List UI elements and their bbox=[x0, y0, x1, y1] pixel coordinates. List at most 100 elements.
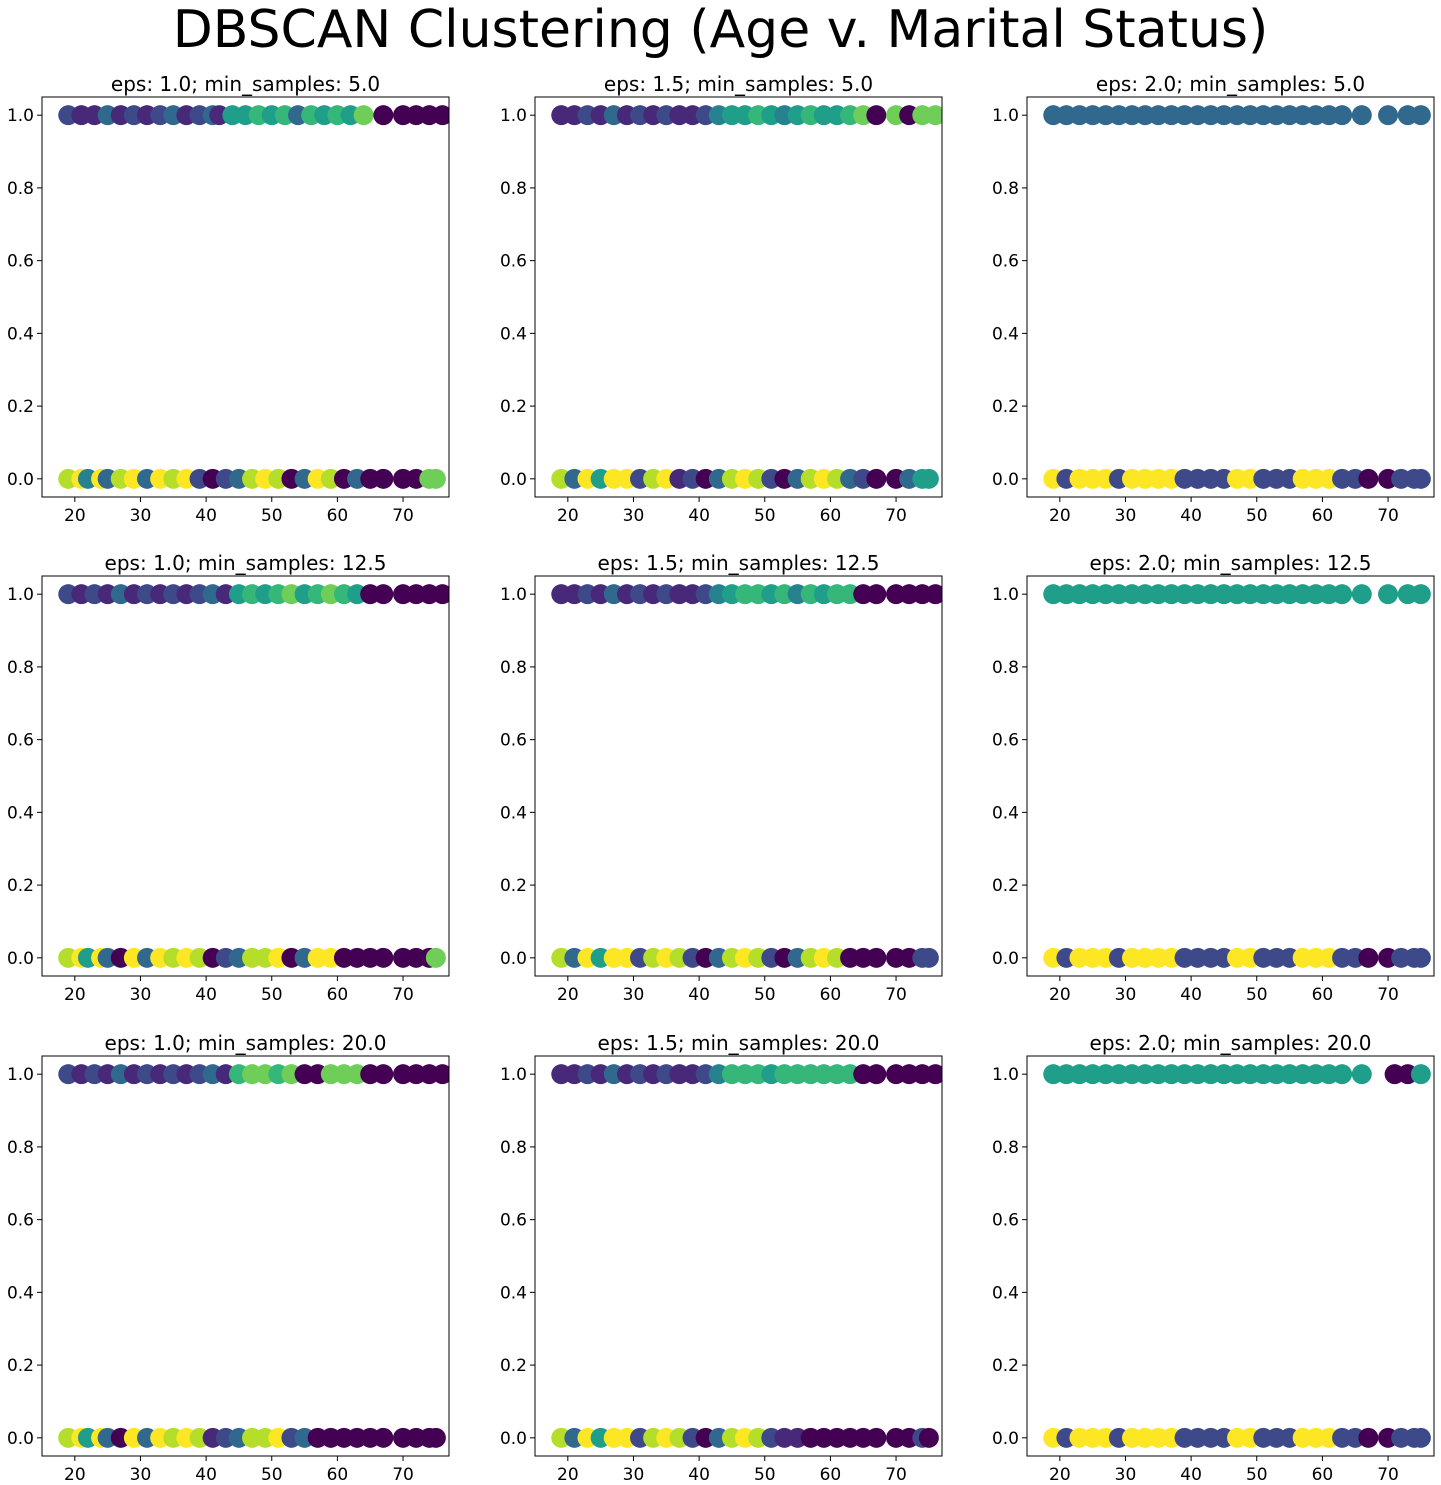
subplot-3: eps: 2.0; min_samples: 5.0 20 30 40 50 60 70 0.… bbox=[992, 72, 1435, 526]
x-tick-label: 20 bbox=[64, 985, 86, 1005]
subplot-title: eps: 1.0; min_samples: 20.0 bbox=[105, 1031, 387, 1055]
scatter-points bbox=[551, 1064, 942, 1448]
plot-frame bbox=[534, 1055, 943, 1457]
y-tick-label: 0.2 bbox=[500, 397, 527, 417]
plot-frame bbox=[41, 1055, 450, 1457]
y-tick-label: 0.4 bbox=[7, 324, 34, 344]
y-tick-label: 0.6 bbox=[7, 1211, 34, 1231]
subplot-title: eps: 2.0; min_samples: 5.0 bbox=[1096, 72, 1365, 96]
x-tick-label: 60 bbox=[327, 1465, 349, 1485]
y-tick-label: 0.2 bbox=[992, 397, 1019, 417]
scatter-points bbox=[58, 1064, 449, 1448]
x-tick-label: 30 bbox=[623, 1465, 645, 1485]
x-tick-label: 50 bbox=[261, 1465, 283, 1485]
y-tick-label: 0.0 bbox=[992, 1429, 1019, 1449]
scatter-points bbox=[551, 105, 942, 489]
x-tick-label: 40 bbox=[688, 1465, 710, 1485]
data-point bbox=[1358, 468, 1379, 489]
y-tick-label: 0.0 bbox=[500, 949, 527, 969]
x-tick-label: 70 bbox=[392, 506, 414, 526]
x-tick-label: 20 bbox=[1049, 1465, 1071, 1485]
data-point bbox=[373, 468, 394, 489]
y-tick-label: 0.2 bbox=[500, 876, 527, 896]
subplot-9: eps: 2.0; min_samples: 20.0 20 30 40 50 60 70 0… bbox=[992, 1031, 1435, 1485]
x-tick-label: 60 bbox=[1312, 985, 1334, 1005]
y-tick-label: 0.8 bbox=[500, 179, 527, 199]
data-point bbox=[1358, 1427, 1379, 1448]
x-tick-label: 40 bbox=[195, 1465, 217, 1485]
y-tick-label: 0.8 bbox=[7, 658, 34, 678]
y-tick-label: 0.6 bbox=[992, 252, 1019, 272]
data-point bbox=[1351, 105, 1372, 126]
x-tick-label: 70 bbox=[885, 985, 907, 1005]
y-tick-label: 1.0 bbox=[7, 585, 34, 605]
y-tick-label: 0.0 bbox=[7, 1429, 34, 1449]
data-point bbox=[1351, 584, 1372, 605]
x-tick-label: 70 bbox=[392, 985, 414, 1005]
y-tick-label: 0.2 bbox=[7, 397, 34, 417]
y-tick-label: 0.6 bbox=[500, 252, 527, 272]
y-tick-label: 0.4 bbox=[500, 803, 527, 823]
y-tick-label: 0.4 bbox=[992, 324, 1019, 344]
x-tick-label: 60 bbox=[1312, 506, 1334, 526]
x-tick-label: 30 bbox=[1115, 506, 1137, 526]
data-point bbox=[373, 947, 394, 968]
y-tick-label: 0.4 bbox=[992, 1283, 1019, 1303]
data-point bbox=[866, 468, 887, 489]
x-tick-label: 70 bbox=[1377, 985, 1399, 1005]
y-tick-label: 0.2 bbox=[7, 1356, 34, 1376]
data-point bbox=[925, 105, 942, 126]
data-point bbox=[1410, 468, 1431, 489]
x-tick-label: 40 bbox=[688, 985, 710, 1005]
subplot-5: eps: 1.5; min_samples: 12.5 20 30 40 50 60 70 0… bbox=[500, 551, 943, 1005]
y-tick-label: 1.0 bbox=[7, 106, 34, 126]
y-tick-label: 0.6 bbox=[992, 731, 1019, 751]
plot-frame bbox=[1026, 1055, 1435, 1457]
data-point bbox=[925, 1064, 942, 1085]
y-tick-label: 0.0 bbox=[7, 470, 34, 490]
y-tick-label: 0.8 bbox=[500, 1138, 527, 1158]
scatter-points bbox=[1043, 1064, 1431, 1448]
y-tick-label: 1.0 bbox=[500, 106, 527, 126]
data-point bbox=[432, 105, 449, 126]
data-point bbox=[866, 584, 887, 605]
data-point bbox=[432, 1064, 449, 1085]
data-point bbox=[866, 1427, 887, 1448]
y-tick-label: 0.6 bbox=[7, 252, 34, 272]
subplot-8: eps: 1.5; min_samples: 20.0 20 30 40 50 60 70 0… bbox=[500, 1031, 943, 1485]
data-point bbox=[1410, 105, 1431, 126]
x-tick-label: 40 bbox=[1180, 506, 1202, 526]
y-tick-label: 0.0 bbox=[992, 470, 1019, 490]
y-tick-label: 1.0 bbox=[500, 585, 527, 605]
x-tick-label: 70 bbox=[1377, 1465, 1399, 1485]
x-tick-label: 60 bbox=[820, 985, 842, 1005]
plot-frame bbox=[41, 575, 450, 977]
data-point bbox=[373, 1064, 394, 1085]
x-tick-label: 50 bbox=[261, 506, 283, 526]
x-tick-label: 70 bbox=[885, 506, 907, 526]
plot-frame bbox=[41, 96, 450, 498]
subplot-title: eps: 1.5; min_samples: 20.0 bbox=[598, 1031, 880, 1055]
data-point bbox=[918, 947, 939, 968]
x-tick-label: 20 bbox=[557, 506, 579, 526]
y-tick-label: 1.0 bbox=[992, 585, 1019, 605]
data-point bbox=[925, 584, 942, 605]
subplot-title: eps: 2.0; min_samples: 20.0 bbox=[1090, 1031, 1372, 1055]
subplot-2: eps: 1.5; min_samples: 5.0 20 30 40 50 60 70 0.… bbox=[500, 72, 943, 526]
y-tick-label: 0.2 bbox=[992, 876, 1019, 896]
x-tick-label: 30 bbox=[623, 506, 645, 526]
data-point bbox=[1410, 947, 1431, 968]
data-point bbox=[373, 105, 394, 126]
data-point bbox=[373, 584, 394, 605]
x-tick-label: 20 bbox=[1049, 985, 1071, 1005]
data-point bbox=[1351, 1064, 1372, 1085]
y-tick-label: 0.8 bbox=[500, 658, 527, 678]
y-tick-label: 0.8 bbox=[992, 658, 1019, 678]
plot-frame bbox=[534, 575, 943, 977]
data-point bbox=[1332, 584, 1353, 605]
scatter-points bbox=[58, 105, 449, 489]
x-tick-label: 60 bbox=[327, 506, 349, 526]
data-point bbox=[432, 584, 449, 605]
subplot-1: eps: 1.0; min_samples: 5.0 20 30 40 50 60 70 0.… bbox=[7, 72, 450, 526]
